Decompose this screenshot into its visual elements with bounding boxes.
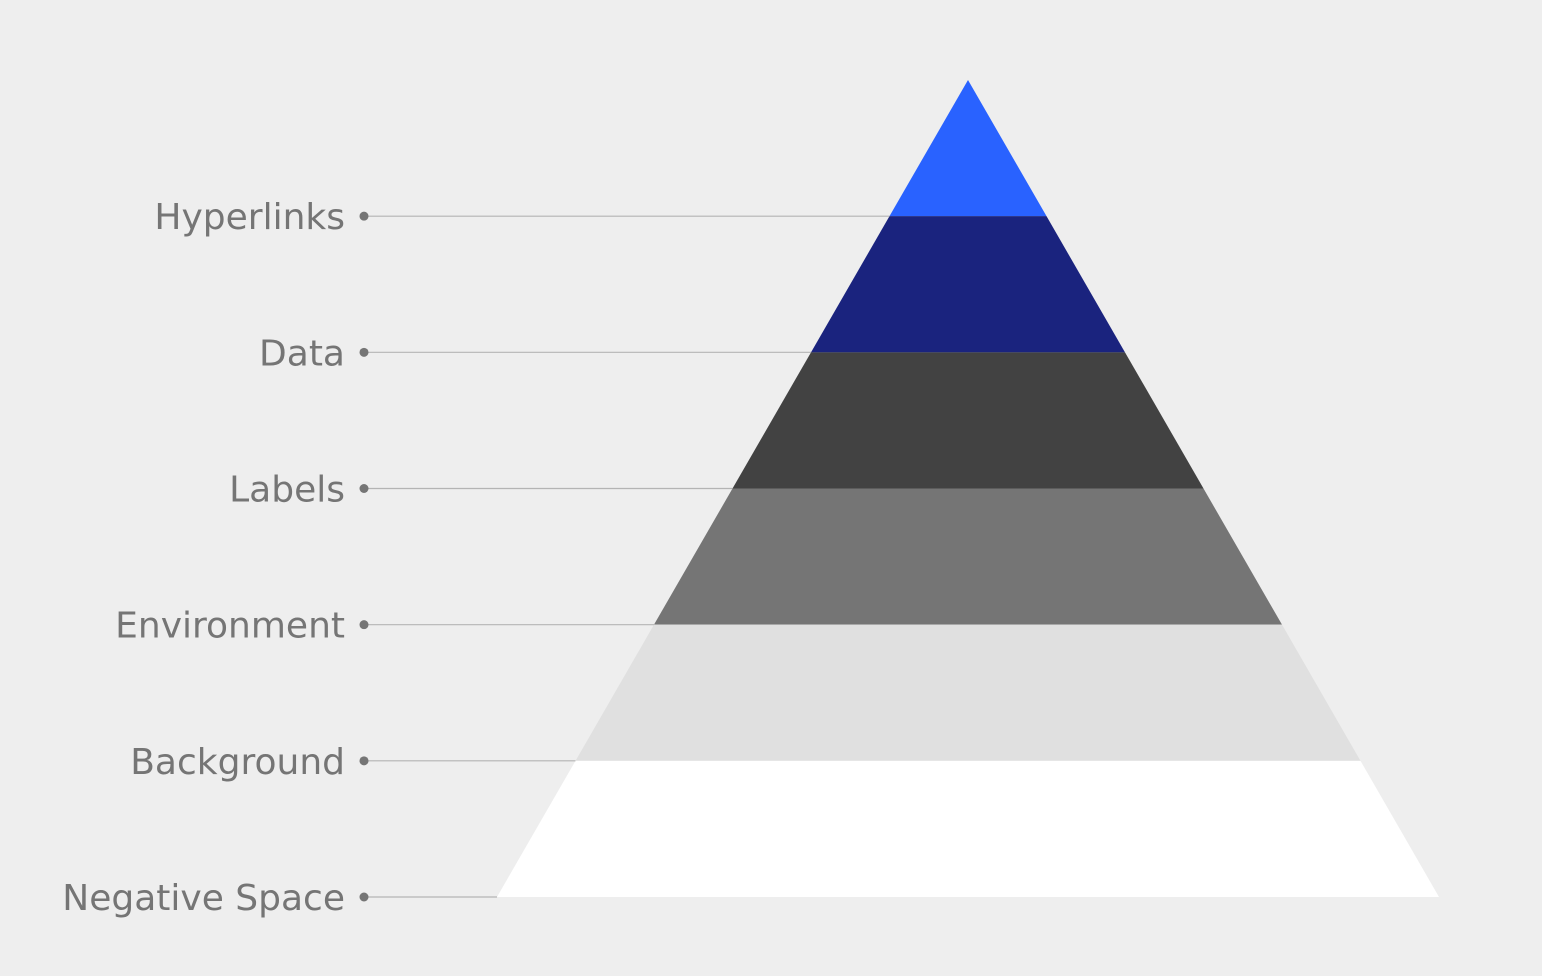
level-label-data: Data [259,333,345,374]
label-connectors [359,211,890,902]
level-label-negative-space: Negative Space [62,878,345,919]
connector-dot-hyperlinks [359,211,369,221]
connector-dot-environment [359,620,369,630]
pyramid-layer-environment [654,488,1282,625]
pyramid-layer-data [811,216,1125,353]
pyramid-layers [497,80,1439,897]
connector-dot-background [359,756,369,766]
level-label-background: Background [130,742,345,783]
level-label-labels: Labels [229,469,345,510]
level-labels: Hyperlinks Data Labels Environment Backgroun… [62,197,345,919]
pyramid-layer-hyperlinks [889,80,1047,217]
pyramid-layer-background [575,624,1361,761]
pyramid-layer-labels [732,352,1204,489]
level-label-hyperlinks: Hyperlinks [154,197,345,238]
pyramid-layer-negative-space [497,760,1439,897]
level-label-environment: Environment [115,606,345,647]
connector-dot-data [359,347,369,357]
connector-dot-negative-space [359,892,369,902]
connector-dot-labels [359,484,369,493]
